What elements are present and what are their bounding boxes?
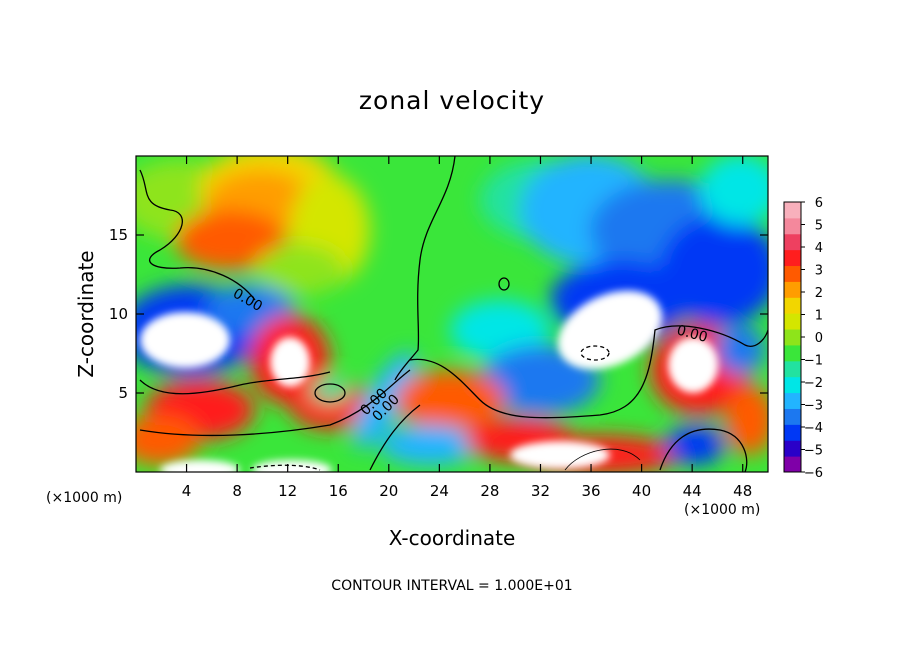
x-tick-label: 28 — [480, 482, 499, 500]
x-unit-label-right: (×1000 m) — [684, 502, 761, 518]
colorbar-tick-label: −2 — [804, 376, 823, 391]
chart-title: zonal velocity — [358, 86, 546, 115]
contour-line — [139, 169, 256, 301]
colorbar-segment — [784, 249, 801, 267]
contour-line — [498, 277, 510, 291]
contour-line — [580, 345, 610, 361]
contour-lines — [139, 156, 768, 472]
x-tick-label: 40 — [632, 482, 651, 500]
contour-line — [409, 325, 768, 419]
colorbar-tick-label: 5 — [815, 219, 823, 234]
colorbar-segment — [784, 456, 801, 473]
colorbar-segment — [784, 376, 801, 394]
colorbar-segment — [784, 297, 801, 314]
colorbar-tick-label: 3 — [815, 264, 823, 279]
colorbar-tick-label: −6 — [804, 466, 823, 481]
colorbar-segment — [784, 360, 801, 378]
colorbar-tick-label: −4 — [804, 421, 823, 436]
velocity-field — [136, 156, 768, 472]
colorbar-segment — [784, 344, 801, 362]
contour-line — [564, 448, 641, 471]
contour-line — [659, 428, 748, 472]
x-tick-label: 12 — [278, 482, 297, 500]
contour-line — [394, 156, 456, 381]
x-tick-label: 44 — [683, 482, 702, 500]
y-axis-label: Z-coordinate — [74, 250, 98, 378]
x-tick-label: 4 — [182, 482, 192, 500]
x-tick-label: 48 — [733, 482, 752, 500]
y-axis: 5 10 15 — [109, 226, 768, 402]
contour-line — [249, 464, 321, 471]
x-tick-label: 36 — [581, 482, 600, 500]
colorbar-tick-label: 4 — [815, 241, 823, 256]
colorbar: 6 5 4 3 2 1 0 −1 −2 −3 −4 −5 −6 — [783, 196, 823, 481]
colorbar-segment — [784, 313, 801, 330]
colorbar-segment — [784, 265, 801, 282]
y-tick-label: 10 — [109, 305, 128, 323]
colorbar-segment — [784, 408, 801, 425]
x-tick-label: 8 — [232, 482, 242, 500]
contour-interval-note: CONTOUR INTERVAL = 1.000E+01 — [331, 578, 573, 594]
contour-label: 0.00 — [675, 322, 709, 346]
colorbar-tick-label: 2 — [815, 286, 823, 301]
x-axis-label: X-coordinate — [388, 526, 516, 550]
x-tick-label: 16 — [329, 482, 348, 500]
x-tick-label: 24 — [430, 482, 449, 500]
colorbar-segment — [784, 202, 801, 219]
colorbar-tick-label: 1 — [815, 309, 823, 324]
colorbar-tick-label: −3 — [804, 399, 823, 414]
y-tick-label: 5 — [118, 384, 128, 402]
contour-line — [139, 371, 331, 395]
contour-line — [314, 383, 346, 403]
x-axis: 4 8 12 16 20 24 28 32 36 40 44 48 — [182, 156, 752, 500]
colorbar-segment — [784, 281, 801, 298]
colorbar-tick-label: 6 — [815, 196, 823, 211]
colorbar-segment — [784, 329, 801, 346]
colorbar-tick-label: −1 — [804, 354, 823, 369]
colorbar-segment — [784, 424, 801, 441]
colorbar-segment — [784, 217, 801, 235]
y-tick-label: 15 — [109, 226, 128, 244]
contour-line — [139, 369, 411, 437]
colorbar-segment — [784, 233, 801, 251]
colorbar-segment — [784, 392, 801, 409]
contour-line — [369, 404, 421, 471]
x-unit-label-left: (×1000 m) — [46, 490, 123, 506]
colorbar-tick-label: 0 — [815, 331, 823, 346]
colorbar-tick-label: −5 — [804, 444, 823, 459]
colorbar-segment — [784, 440, 801, 457]
x-tick-label: 20 — [379, 482, 398, 500]
x-tick-label: 32 — [531, 482, 550, 500]
